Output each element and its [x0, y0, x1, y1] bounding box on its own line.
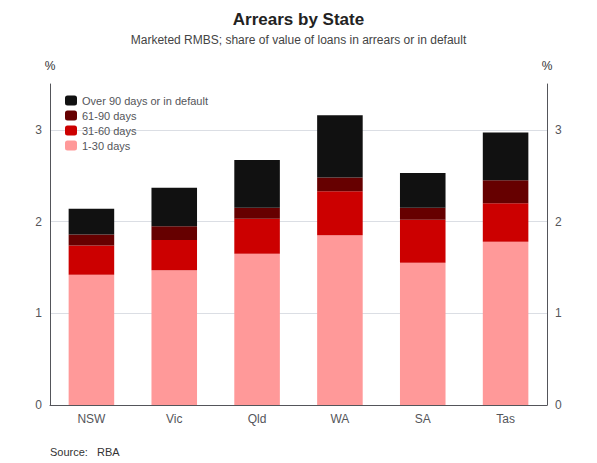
svg-text:Tas: Tas	[496, 412, 515, 426]
svg-text:SA: SA	[415, 412, 431, 426]
svg-text:1: 1	[555, 306, 562, 320]
svg-text:NSW: NSW	[77, 412, 106, 426]
svg-text:61-90 days: 61-90 days	[82, 110, 137, 122]
svg-text:1-30 days: 1-30 days	[82, 140, 131, 152]
svg-text:0: 0	[555, 398, 562, 412]
svg-text:Over 90 days or in default: Over 90 days or in default	[82, 95, 208, 107]
svg-text:%: %	[45, 59, 56, 73]
svg-text:Vic: Vic	[166, 412, 182, 426]
svg-text:2: 2	[35, 215, 42, 229]
svg-text:0: 0	[35, 398, 42, 412]
svg-text:31-60 days: 31-60 days	[82, 125, 137, 137]
svg-text:Qld: Qld	[248, 412, 267, 426]
svg-text:Arrears by State: Arrears by State	[233, 10, 364, 29]
svg-text:Marketed RMBS; share of value: Marketed RMBS; share of value of loans i…	[131, 33, 467, 47]
svg-text:2: 2	[555, 215, 562, 229]
svg-text:3: 3	[35, 123, 42, 137]
svg-text:%: %	[542, 59, 553, 73]
svg-text:1: 1	[35, 306, 42, 320]
svg-text:WA: WA	[330, 412, 349, 426]
svg-text:Source: RBA: Source: RBA	[50, 446, 120, 458]
svg-text:3: 3	[555, 123, 562, 137]
